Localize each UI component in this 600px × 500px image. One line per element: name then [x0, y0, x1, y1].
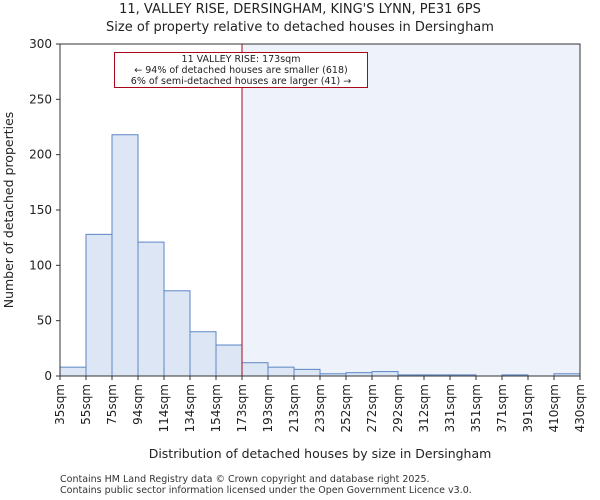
histogram-bar [215, 344, 243, 377]
x-tick-label: 55sqm [79, 384, 93, 425]
x-tick-label: 410sqm [547, 384, 561, 432]
histogram-bar [241, 362, 269, 377]
x-tick-label: 351sqm [469, 384, 483, 432]
property-annotation-box: 11 VALLEY RISE: 173sqm ← 94% of detached… [114, 52, 368, 88]
annotation-line-3: 6% of semi-detached houses are larger (4… [130, 76, 352, 87]
y-tick-label: 200 [29, 148, 52, 162]
x-tick-label: 272sqm [365, 384, 379, 432]
x-tick-label: 193sqm [261, 384, 275, 432]
x-tick-label: 114sqm [157, 384, 171, 432]
histogram-bar [293, 368, 321, 377]
footer-licence: Contains public sector information licen… [60, 485, 472, 496]
y-tick-label: 100 [29, 258, 52, 272]
footer-copyright: Contains HM Land Registry data © Crown c… [60, 474, 430, 485]
histogram-bar [267, 366, 295, 377]
histogram-bar [85, 233, 113, 377]
histogram-bar [189, 331, 217, 377]
y-tick-label: 0 [44, 369, 52, 383]
histogram-bar [137, 241, 165, 377]
y-tick-label: 50 [37, 314, 52, 328]
x-tick-label: 233sqm [313, 384, 327, 432]
y-tick-label: 150 [29, 203, 52, 217]
x-tick-label: 154sqm [209, 384, 223, 432]
x-tick-label: 331sqm [443, 384, 457, 432]
histogram-bar [111, 134, 139, 377]
x-tick-label: 134sqm [183, 384, 197, 432]
x-tick-label: 213sqm [287, 384, 301, 432]
x-tick-label: 391sqm [521, 384, 535, 432]
chart-title-address: 11, VALLEY RISE, DERSINGHAM, KING'S LYNN… [119, 2, 481, 17]
annotation-line-1: 11 VALLEY RISE: 173sqm [181, 54, 301, 65]
x-tick-label: 430sqm [573, 384, 587, 432]
larger-region-shade [242, 44, 580, 376]
x-tick-label: 94sqm [131, 384, 145, 425]
x-tick-label: 75sqm [105, 384, 119, 425]
x-tick-label: 312sqm [417, 384, 431, 432]
x-axis-label: Distribution of detached houses by size … [149, 446, 492, 461]
y-tick-label: 300 [29, 37, 52, 51]
x-tick-label: 371sqm [495, 384, 509, 432]
histogram-bar [163, 290, 191, 377]
y-axis-label: Number of detached properties [1, 112, 16, 309]
x-tick-label: 173sqm [235, 384, 249, 432]
x-tick-label: 292sqm [391, 384, 405, 432]
histogram-bar [371, 371, 399, 377]
x-tick-label: 252sqm [339, 384, 353, 432]
x-tick-label: 35sqm [53, 384, 67, 425]
chart-title-subtitle: Size of property relative to detached ho… [106, 20, 494, 35]
annotation-line-2: ← 94% of detached houses are smaller (61… [134, 65, 348, 76]
y-tick-label: 250 [29, 92, 52, 106]
histogram-bar [59, 366, 87, 377]
